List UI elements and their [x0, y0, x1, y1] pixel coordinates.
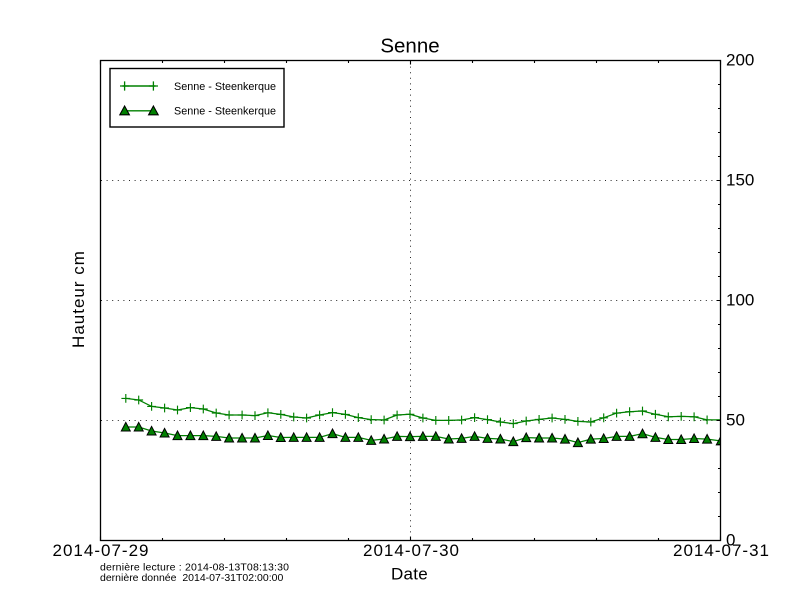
svg-text:Date: Date: [391, 565, 428, 584]
svg-text:2014-07-29: 2014-07-29: [53, 541, 150, 560]
svg-text:Senne - Steenkerque: Senne - Steenkerque: [174, 81, 276, 93]
svg-text:0: 0: [726, 531, 735, 550]
svg-text:Hauteur cm: Hauteur cm: [69, 250, 88, 348]
svg-text:dernière donnée 2014-07-31T02: dernière donnée 2014-07-31T02:00:00: [100, 572, 283, 584]
svg-text:200: 200: [726, 51, 754, 70]
svg-text:2014-07-31: 2014-07-31: [673, 541, 770, 560]
svg-text:50: 50: [726, 411, 745, 430]
svg-text:150: 150: [726, 171, 754, 190]
svg-text:dernière lecture : 2014-08-13T: dernière lecture : 2014-08-13T08:13:30: [100, 562, 289, 574]
svg-text:Senne: Senne: [380, 35, 439, 58]
svg-text:100: 100: [726, 291, 754, 310]
svg-text:Senne - Steenkerque: Senne - Steenkerque: [174, 106, 276, 118]
svg-text:2014-07-30: 2014-07-30: [363, 541, 460, 560]
